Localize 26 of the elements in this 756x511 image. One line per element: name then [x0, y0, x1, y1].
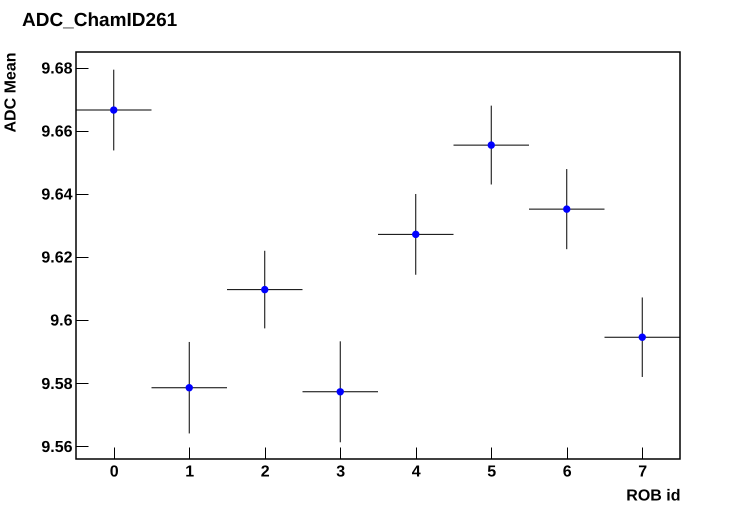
x-tick-label: 6 [562, 464, 572, 480]
point [563, 205, 570, 213]
x-tick-label: 5 [487, 464, 496, 480]
y-tick-label: 9.6 [50, 312, 73, 330]
x-axis-title: ROB id [626, 488, 680, 504]
y-tick-label: 9.58 [41, 376, 73, 393]
chart-title: ADC_ChamID261 [22, 10, 178, 31]
point [186, 384, 193, 392]
point [110, 106, 118, 114]
x-tick-label: 7 [638, 464, 648, 480]
point [638, 334, 646, 341]
y-tick-label: 9.56 [41, 438, 73, 456]
x-tick-label: 3 [336, 464, 346, 480]
y-tick-label: 9.62 [41, 250, 73, 267]
y-axis-title: ADC Mean [2, 52, 20, 133]
y-tick-label: 9.64 [41, 186, 73, 204]
x-tick-label: 0 [110, 464, 119, 480]
x-tick-label: 1 [185, 464, 194, 480]
point [412, 230, 420, 238]
x-tick-label: 4 [412, 464, 421, 480]
point [488, 141, 495, 149]
y-tick-label: 9.66 [41, 123, 73, 140]
point [261, 286, 268, 294]
point [336, 388, 344, 396]
x-tick-label: 2 [260, 464, 270, 480]
y-tick-label: 9.68 [41, 60, 73, 78]
